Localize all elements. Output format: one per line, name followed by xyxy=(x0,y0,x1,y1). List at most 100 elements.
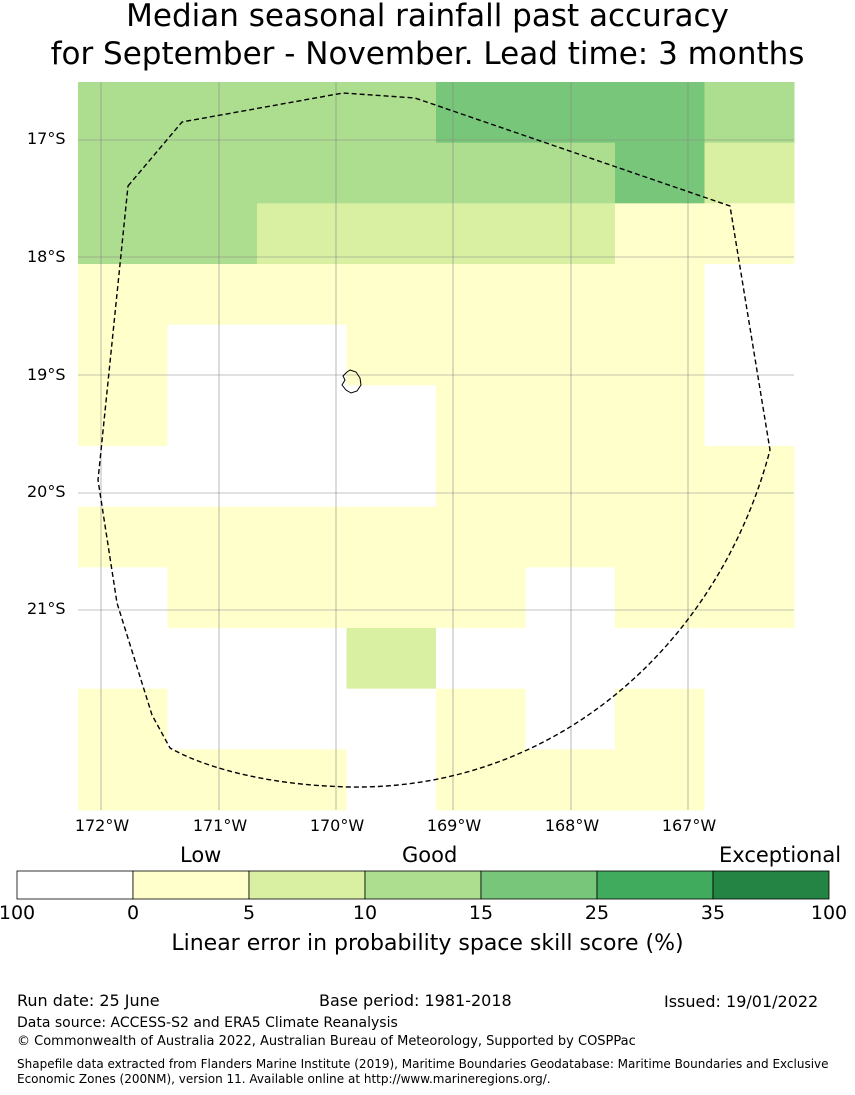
skill-cell xyxy=(704,749,795,811)
skill-cell xyxy=(436,749,526,811)
skill-cell xyxy=(525,628,616,690)
skill-cell xyxy=(167,324,258,386)
category-label-good: Good xyxy=(402,843,458,867)
colorbar-tick-label: 100 xyxy=(0,902,36,924)
skill-cell xyxy=(346,385,437,447)
skill-cell xyxy=(525,749,616,811)
skill-cell xyxy=(525,142,616,204)
skill-cell xyxy=(436,688,526,750)
skill-cell xyxy=(257,203,347,265)
map-title-line-2: for September - November. Lead time: 3 m… xyxy=(50,36,805,72)
skill-cell xyxy=(704,446,795,508)
island-outline xyxy=(341,369,362,394)
lat-label-19s: 19°S xyxy=(27,365,66,384)
skill-cell xyxy=(257,82,347,144)
skill-cell xyxy=(615,142,705,204)
skill-cell xyxy=(615,203,705,265)
skill-cell xyxy=(257,688,347,750)
colorbar-segment xyxy=(132,870,250,900)
skill-cell xyxy=(78,628,168,690)
skill-cell xyxy=(436,324,526,386)
skill-cell xyxy=(525,264,616,326)
skill-cell xyxy=(167,142,258,204)
skill-cell xyxy=(257,628,347,690)
skill-cell xyxy=(167,567,258,629)
skill-cell xyxy=(78,446,168,508)
skill-cell xyxy=(436,506,526,568)
skill-cell xyxy=(257,567,347,629)
base-period: Base period: 1981-2018 xyxy=(319,991,512,1010)
skill-cell xyxy=(704,142,795,204)
map-title-line-1: Median seasonal rainfall past accuracy xyxy=(126,0,729,34)
skill-cell xyxy=(346,324,437,386)
skill-cell xyxy=(346,506,437,568)
skill-cell xyxy=(346,628,437,690)
eez-boundary xyxy=(97,92,771,788)
colorbar-tick-label: 35 xyxy=(700,902,726,924)
skill-cell xyxy=(704,628,795,690)
lat-label-17s: 17°S xyxy=(27,129,66,148)
issued-date: Issued: 19/01/2022 xyxy=(664,992,819,1011)
skill-cell xyxy=(704,82,795,144)
colorbar xyxy=(16,870,830,900)
skill-cell xyxy=(615,506,705,568)
skill-cell xyxy=(436,567,526,629)
map-gridlines xyxy=(78,82,794,810)
skill-cell xyxy=(615,749,705,811)
skill-cell xyxy=(525,446,616,508)
skill-cell xyxy=(615,324,705,386)
colorbar-tick-label: 100 xyxy=(810,902,848,924)
skill-cell xyxy=(525,506,616,568)
colorbar-segment xyxy=(364,870,482,900)
colorbar-tick-label: 5 xyxy=(242,902,256,924)
category-label-low: Low xyxy=(180,843,222,867)
skill-cell xyxy=(78,142,168,204)
skill-cell xyxy=(78,324,168,386)
skill-cell xyxy=(257,506,347,568)
skill-cell xyxy=(167,82,258,144)
skill-grid-cells xyxy=(78,82,795,811)
skill-cell xyxy=(78,749,168,811)
skill-cell xyxy=(704,203,795,265)
skill-cell xyxy=(436,264,526,326)
colorbar-segment xyxy=(596,870,714,900)
skill-cell xyxy=(436,385,526,447)
skill-cell xyxy=(615,567,705,629)
skill-cell xyxy=(78,264,168,326)
colorbar-label: Linear error in probability space skill … xyxy=(171,931,684,956)
skill-cell xyxy=(436,628,526,690)
skill-cell xyxy=(704,506,795,568)
skill-cell xyxy=(704,688,795,750)
skill-cell xyxy=(167,264,258,326)
shapefile-credit: Shapefile data extracted from Flanders M… xyxy=(17,1057,829,1086)
colorbar-tick-label: 25 xyxy=(584,902,610,924)
lon-label-169w: 169°W xyxy=(426,816,482,835)
skill-cell xyxy=(436,203,526,265)
skill-cell xyxy=(167,446,258,508)
skill-cell xyxy=(615,688,705,750)
data-source: Data source: ACCESS-S2 and ERA5 Climate … xyxy=(17,1015,398,1031)
skill-cell xyxy=(704,324,795,386)
lat-label-18s: 18°S xyxy=(27,247,66,266)
category-label-exceptional: Exceptional xyxy=(719,843,842,867)
copyright-notice: © Commonwealth of Australia 2022, Austra… xyxy=(17,1034,636,1049)
skill-cell xyxy=(257,385,347,447)
skill-cell xyxy=(346,446,437,508)
skill-cell xyxy=(257,446,347,508)
skill-cell xyxy=(167,688,258,750)
skill-cell xyxy=(167,749,258,811)
lon-label-170w: 170°W xyxy=(309,816,365,835)
skill-cell xyxy=(346,142,437,204)
skill-cell xyxy=(525,324,616,386)
skill-cell xyxy=(704,264,795,326)
skill-cell xyxy=(436,446,526,508)
skill-cell xyxy=(346,749,437,811)
skill-cell xyxy=(78,688,168,750)
lon-label-171w: 171°W xyxy=(192,816,248,835)
skill-cell xyxy=(257,749,347,811)
skill-cell xyxy=(525,385,616,447)
skill-cell xyxy=(257,324,347,386)
run-date: Run date: 25 June xyxy=(17,991,160,1010)
skill-cell xyxy=(78,567,168,629)
